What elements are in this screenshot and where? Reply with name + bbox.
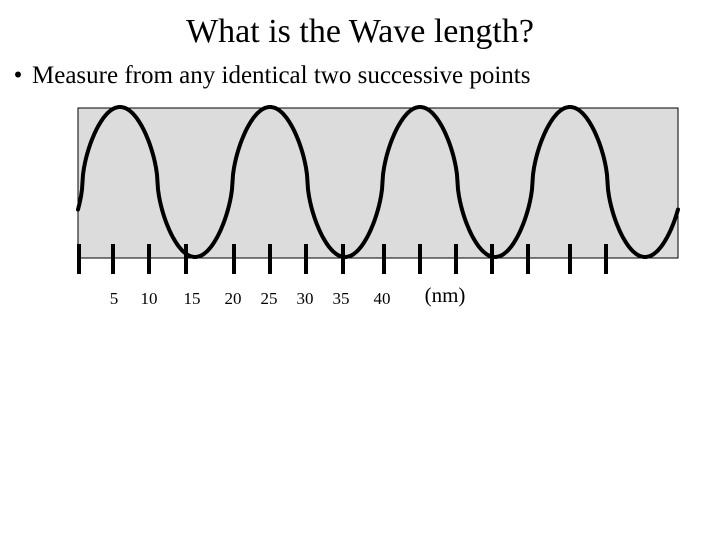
ruler-label: 5: [110, 289, 119, 308]
slide-title: What is the Wave length?: [186, 13, 534, 50]
ruler-label: 10: [141, 289, 158, 308]
ruler-label: 30: [297, 289, 314, 308]
wave-panel: [77, 107, 679, 259]
wave-curve: [76, 105, 680, 259]
ruler-label: 20: [225, 289, 242, 308]
ruler-label: 40: [374, 289, 391, 308]
unit-label: (nm): [425, 283, 466, 307]
ruler-label: 25: [261, 289, 278, 308]
bullet-marker: •: [13, 62, 23, 89]
ruler-label: 15: [184, 289, 201, 308]
bullet-item: • Measure from any identical two successi…: [4, 58, 714, 94]
bullet-text: Measure from any identical two successiv…: [32, 62, 531, 89]
ruler-label: 35: [333, 289, 350, 308]
